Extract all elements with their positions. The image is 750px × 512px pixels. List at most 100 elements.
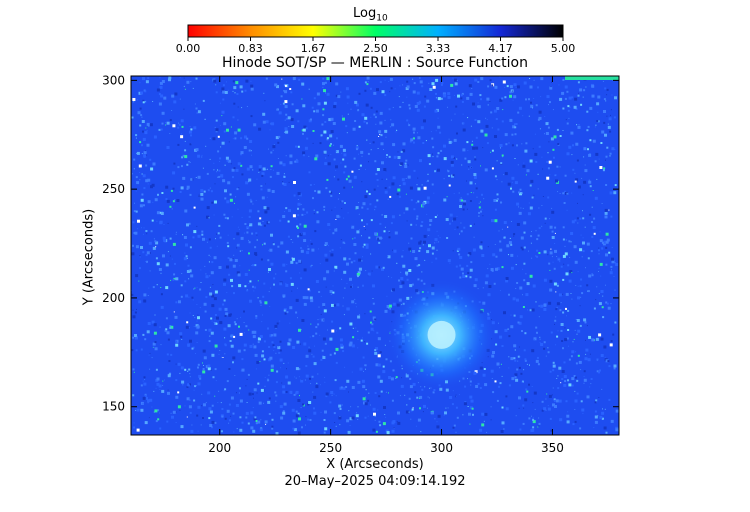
texture-speck [228, 313, 232, 317]
texture-speck [143, 382, 147, 386]
texture-speck [202, 417, 204, 419]
texture-speck [181, 273, 183, 274]
texture-speck [334, 206, 336, 208]
texture-speck [431, 246, 435, 250]
texture-speck [522, 422, 525, 425]
texture-speck [524, 358, 527, 361]
texture-speck [553, 135, 557, 139]
texture-speck [246, 137, 249, 140]
texture-speck [357, 419, 359, 420]
texture-speck [233, 238, 235, 240]
texture-speck [339, 408, 342, 410]
texture-speck [335, 165, 338, 169]
texture-speck [208, 261, 210, 263]
texture-speck [458, 394, 460, 396]
texture-speck [560, 329, 563, 332]
texture-speck [376, 331, 379, 334]
texture-speck [536, 331, 538, 334]
texture-speck [180, 295, 183, 298]
texture-speck [508, 241, 512, 245]
texture-speck [481, 254, 485, 257]
texture-speck [351, 416, 355, 420]
texture-speck [289, 88, 292, 90]
texture-speck [132, 221, 135, 224]
texture-speck [180, 366, 184, 370]
texture-speck [315, 385, 319, 389]
texture-speck [485, 124, 489, 128]
texture-speck [326, 77, 330, 81]
texture-speck [214, 368, 217, 371]
texture-speck [335, 150, 339, 154]
texture-speck [409, 186, 413, 190]
texture-speck [391, 215, 395, 219]
texture-speck [482, 287, 484, 289]
texture-speck [254, 353, 258, 357]
texture-speck [544, 133, 545, 135]
texture-speck [610, 265, 613, 268]
texture-speck [264, 183, 266, 185]
texture-speck [259, 361, 261, 362]
texture-speck [170, 325, 174, 329]
texture-speck [384, 190, 388, 194]
texture-speck [208, 340, 211, 343]
texture-speck [353, 175, 357, 179]
texture-speck [381, 267, 384, 271]
texture-speck [228, 273, 231, 276]
texture-speck [516, 202, 520, 206]
texture-speck [410, 237, 413, 240]
texture-speck [293, 194, 296, 197]
texture-speck [603, 426, 607, 430]
texture-speck [245, 181, 249, 185]
texture-speck [605, 240, 609, 244]
texture-speck [350, 406, 352, 408]
texture-speck [478, 202, 480, 204]
texture-speck [204, 310, 207, 313]
texture-speck [531, 196, 534, 199]
texture-speck [208, 238, 211, 241]
texture-speck [413, 82, 416, 85]
texture-speck [133, 371, 135, 373]
texture-speck [456, 395, 457, 397]
texture-speck [355, 206, 359, 210]
texture-speck [153, 331, 157, 335]
texture-speck [233, 254, 235, 256]
texture-speck [203, 365, 204, 366]
texture-speck [236, 232, 240, 236]
texture-speck [288, 126, 290, 127]
texture-speck [261, 350, 264, 353]
texture-speck [588, 153, 592, 157]
texture-speck [146, 130, 148, 131]
texture-speck [512, 90, 514, 92]
texture-speck [197, 314, 199, 316]
texture-speck [472, 248, 476, 252]
texture-speck [480, 77, 484, 81]
texture-speck [564, 245, 566, 247]
texture-speck [194, 287, 196, 289]
texture-speck [455, 105, 458, 108]
texture-speck [151, 406, 153, 408]
texture-speck [279, 358, 283, 362]
texture-speck [329, 134, 333, 138]
texture-speck [397, 156, 401, 159]
texture-speck [469, 406, 473, 410]
texture-speck [555, 344, 557, 346]
texture-speck [480, 98, 482, 101]
texture-speck [599, 369, 601, 372]
texture-speck [392, 369, 395, 372]
texture-speck [341, 200, 344, 203]
texture-speck [298, 328, 301, 332]
texture-speck [135, 336, 138, 340]
texture-speck [164, 379, 165, 381]
texture-speck [250, 200, 253, 203]
texture-speck [313, 213, 315, 215]
texture-speck [202, 368, 205, 370]
texture-speck [533, 337, 537, 341]
texture-speck [233, 86, 237, 90]
texture-speck [517, 111, 520, 114]
texture-speck [482, 373, 486, 377]
texture-speck [244, 332, 245, 334]
texture-speck [197, 234, 201, 238]
texture-speck [291, 125, 295, 128]
texture-speck [408, 107, 411, 110]
texture-speck [336, 214, 340, 218]
